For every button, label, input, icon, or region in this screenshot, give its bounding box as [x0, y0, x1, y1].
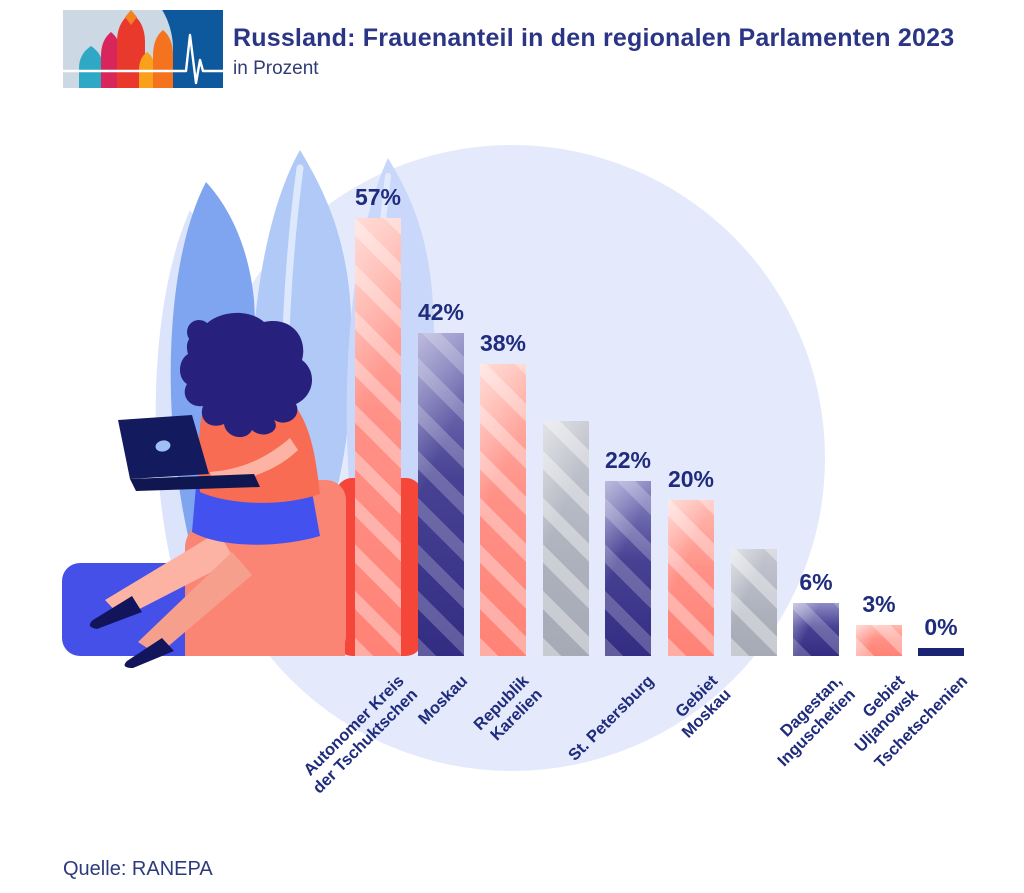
bar-3	[480, 364, 526, 656]
bar-2	[418, 333, 464, 656]
value-label-6: 20%	[667, 466, 715, 492]
value-label-2: 42%	[417, 299, 465, 325]
bar-1	[355, 218, 401, 656]
page-subtitle: in Prozent	[233, 57, 319, 79]
value-label-5: 22%	[604, 447, 652, 473]
source-note: Quelle: RANEPA	[63, 858, 213, 880]
bar-8	[793, 603, 839, 656]
bar-6	[668, 500, 714, 656]
value-label-3: 38%	[479, 330, 527, 356]
logo	[63, 10, 223, 88]
value-label-9: 3%	[862, 591, 896, 617]
bar-7	[731, 549, 777, 656]
value-label-10: 0%	[924, 614, 958, 640]
pulse-icon	[63, 33, 223, 85]
bar-10	[918, 648, 964, 656]
page-title: Russland: Frauenanteil in den regionalen…	[233, 24, 955, 52]
woman-figure	[89, 312, 320, 668]
bar-9	[856, 625, 902, 656]
value-label-8: 6%	[799, 569, 833, 595]
bar-5	[605, 481, 651, 656]
laptop-icon	[118, 415, 260, 491]
header: Russland: Frauenanteil in den regionalen…	[233, 24, 993, 80]
value-label-1: 57%	[354, 184, 402, 210]
bar-4	[543, 421, 589, 656]
